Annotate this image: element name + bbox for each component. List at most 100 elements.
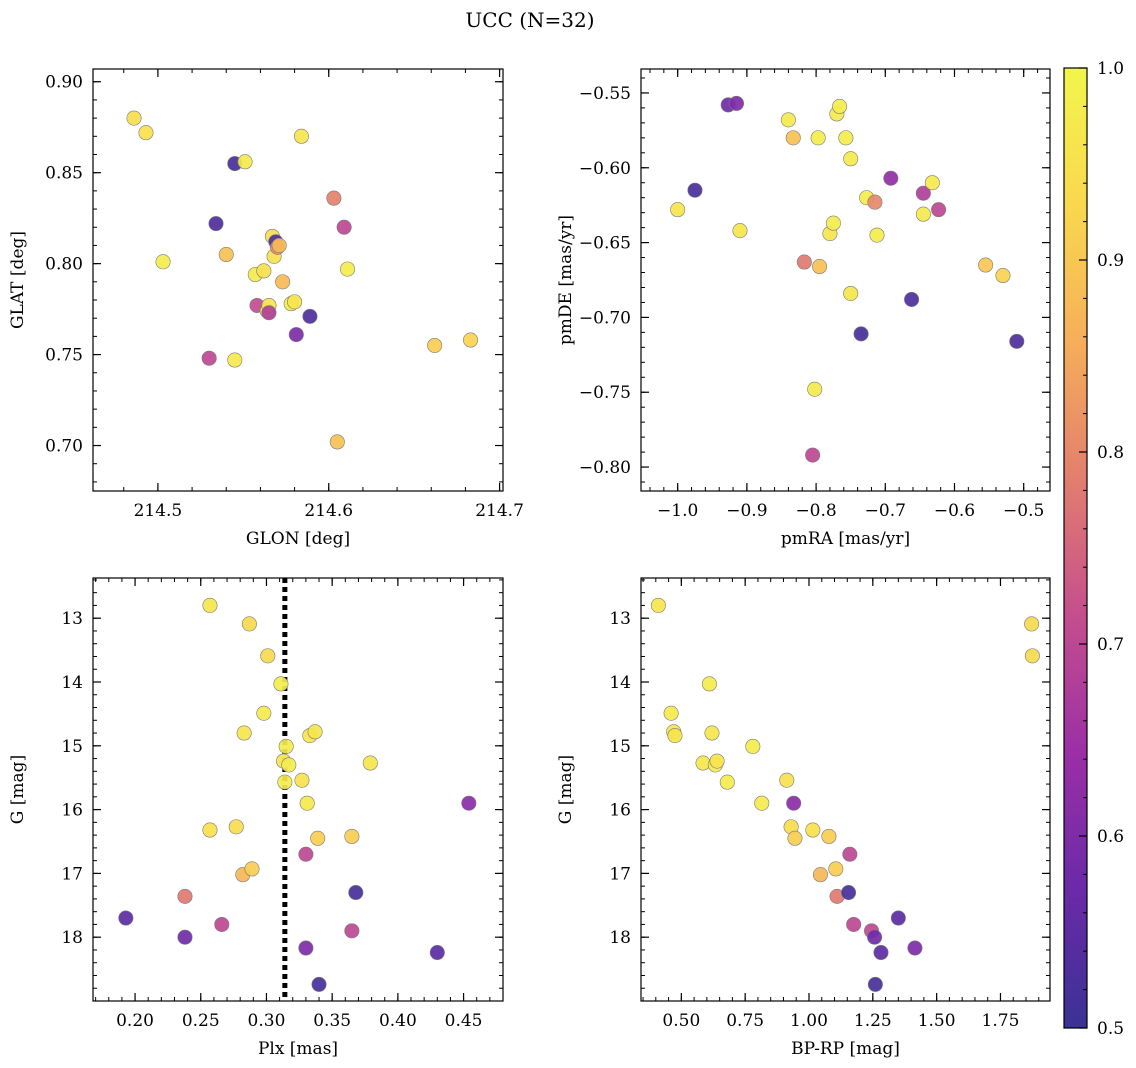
scatter-point [729, 95, 745, 111]
scatter-point [754, 795, 770, 811]
scatter-point [667, 728, 683, 744]
scatter-point [228, 819, 244, 835]
scatter-point [785, 130, 801, 146]
y-tick-label: 0.85 [45, 164, 83, 184]
scatter-point [670, 202, 686, 218]
scatter-point [890, 910, 906, 926]
scatter-point [237, 154, 253, 170]
scatter-point [329, 434, 345, 450]
scatter-point [208, 216, 224, 232]
scatter-point [344, 923, 360, 939]
colorbar-tick-label: 0.8 [1097, 443, 1124, 463]
y-axis-label: GLAT [deg] [8, 231, 28, 329]
scatter-point [275, 274, 291, 290]
scatter-point [904, 291, 920, 307]
scatter-point [846, 916, 862, 932]
colorbar-frame [1063, 67, 1088, 1029]
scatter-point [867, 976, 883, 992]
y-axis-label: G [mag] [556, 755, 576, 824]
scatter-point [843, 151, 859, 167]
colorbar-tick-label: 0.5 [1097, 1019, 1124, 1039]
colorbar-tick-label: 0.9 [1097, 251, 1124, 271]
scatter-point [978, 257, 994, 273]
x-axis-label: Plx [mas] [258, 1039, 338, 1059]
scatter-point [821, 828, 837, 844]
scatter-points [126, 110, 479, 450]
x-tick-label: 0.75 [726, 1011, 764, 1031]
scatter-point [348, 885, 364, 901]
scatter-point [277, 774, 293, 790]
x-tick-label: 1.25 [854, 1011, 892, 1031]
panel-plx-g: 0.20 0.25 0.30 0.35 0.40 0.45 13 14 15 16 17 18 Plx … [8, 577, 504, 1059]
x-axis-label: GLON [deg] [246, 529, 350, 549]
scatter-point [786, 795, 802, 811]
scatter-point [924, 175, 940, 191]
scatter-points [650, 597, 1040, 992]
scatter-point [869, 227, 885, 243]
scatter-point [780, 112, 796, 128]
colorbar-body [1064, 68, 1087, 1028]
scatter-point [787, 830, 803, 846]
scatter-point [126, 110, 142, 126]
x-tick-label: −0.8 [795, 501, 836, 521]
y-axis-label: G [mag] [8, 755, 28, 824]
scatter-point [241, 616, 257, 632]
scatter-point [779, 772, 795, 788]
scatter-point [302, 308, 318, 324]
y-tick-label: 18 [609, 928, 631, 948]
ticks: −1.0 −0.9 −0.8 −0.7 −0.6 −0.5 −0.80 −0.75 −0.70 −… [579, 69, 1050, 521]
scatter-point [427, 337, 443, 353]
scatter-point [842, 846, 858, 862]
x-tick-label: −0.9 [726, 501, 767, 521]
scatter-point [719, 774, 735, 790]
scatter-point [838, 130, 854, 146]
scatter-point [294, 772, 310, 788]
panels: 214.5 214.6 214.7 0.70 0.75 0.80 0.85 0.90 GLON … [8, 68, 1051, 1059]
scatter-point [202, 822, 218, 838]
scatter-point [709, 753, 725, 769]
x-tick-label: −1.0 [657, 501, 698, 521]
scatter-point [260, 648, 276, 664]
scatter-point [218, 247, 234, 263]
scatter-point [118, 910, 134, 926]
y-tick-label: −0.70 [579, 308, 631, 328]
x-tick-label: 214.6 [304, 501, 353, 521]
y-tick-label: 14 [609, 673, 631, 693]
y-tick-label: 0.75 [45, 346, 83, 366]
y-tick-label: −0.75 [579, 383, 631, 403]
x-tick-label: 1.00 [790, 1011, 828, 1031]
scatter-point [256, 263, 272, 279]
scatter-point [214, 916, 230, 932]
y-tick-label: 0.80 [45, 255, 83, 275]
y-tick-label: 18 [61, 928, 83, 948]
x-tick-label: 1.75 [982, 1011, 1020, 1031]
scatter-point [931, 202, 947, 218]
y-axis-label: pmDE [mas/yr] [556, 215, 576, 345]
scatter-point [281, 757, 297, 773]
axes-frame [640, 577, 1051, 1002]
scatter-point [650, 597, 666, 613]
x-tick-label: 0.20 [116, 1011, 154, 1031]
y-tick-label: 13 [609, 609, 631, 629]
scatter-point [362, 755, 378, 771]
x-tick-label: −0.7 [865, 501, 906, 521]
scatter-point [841, 885, 857, 901]
x-tick-label: 0.45 [445, 1011, 483, 1031]
scatter-point [311, 976, 327, 992]
x-tick-label: 0.40 [379, 1011, 417, 1031]
scatter-point [805, 822, 821, 838]
x-axis-label: pmRA [mas/yr] [781, 529, 910, 549]
scatter-point [1009, 333, 1025, 349]
scatter-point [883, 170, 899, 186]
x-tick-label: −0.6 [934, 501, 975, 521]
scatter-point [828, 861, 844, 877]
scatter-point [807, 381, 823, 397]
scatter-point [344, 828, 360, 844]
scatter-point [307, 724, 323, 740]
scatter-point [995, 268, 1011, 284]
ticks: 0.20 0.25 0.30 0.35 0.40 0.45 13 14 15 16 17 18 [61, 578, 503, 1031]
scatter-point [687, 182, 703, 198]
axes-frame [92, 577, 504, 1002]
scatter-point [796, 254, 812, 270]
